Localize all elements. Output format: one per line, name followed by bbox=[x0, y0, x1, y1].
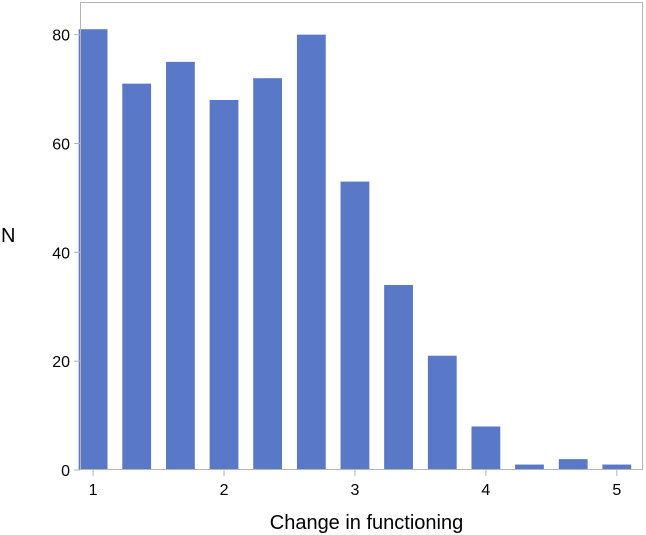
bar-10 bbox=[471, 426, 501, 470]
y-axis-title: N bbox=[1, 225, 15, 247]
bar-3 bbox=[166, 61, 195, 471]
bar-13 bbox=[602, 464, 632, 470]
bars-layer bbox=[78, 29, 632, 471]
x-axis: 1 2 3 4 5 bbox=[89, 470, 621, 499]
x-tick-label-1: 1 bbox=[89, 482, 98, 499]
plot-frame bbox=[80, 2, 643, 470]
y-tick-label-0: 0 bbox=[61, 463, 70, 480]
bar-9 bbox=[427, 355, 457, 470]
y-tick-label-40: 40 bbox=[52, 245, 70, 262]
x-tick-label-4: 4 bbox=[481, 482, 490, 499]
y-axis: 0 20 40 60 80 bbox=[52, 28, 80, 480]
bar-6 bbox=[296, 34, 326, 471]
x-axis-title: Change in functioning bbox=[270, 512, 463, 534]
x-tick-label-2: 2 bbox=[220, 482, 229, 499]
bar-11 bbox=[515, 464, 544, 470]
y-tick-label-80: 80 bbox=[52, 28, 70, 45]
bar-4 bbox=[209, 99, 239, 470]
bar-8 bbox=[384, 284, 413, 470]
x-tick-label-3: 3 bbox=[351, 482, 360, 499]
bar-5 bbox=[253, 78, 283, 470]
bar-1 bbox=[78, 29, 108, 471]
bar-7 bbox=[340, 181, 370, 470]
y-tick-label-20: 20 bbox=[52, 354, 70, 371]
y-tick-label-60: 60 bbox=[52, 136, 70, 153]
x-tick-label-5: 5 bbox=[612, 482, 621, 499]
bar-12 bbox=[558, 459, 588, 470]
bar-2 bbox=[122, 83, 152, 470]
